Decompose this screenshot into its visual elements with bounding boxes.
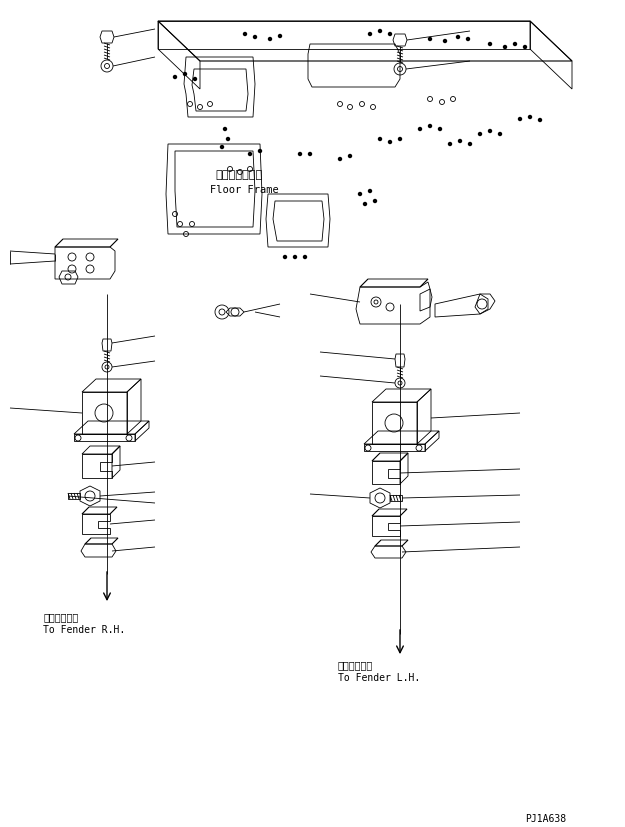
Circle shape [244,33,246,36]
Circle shape [449,143,451,146]
Circle shape [499,133,501,136]
Circle shape [439,128,441,131]
Circle shape [259,151,261,153]
Circle shape [374,200,376,203]
Text: To Fender L.H.: To Fender L.H. [338,672,420,682]
Bar [74,434,135,442]
Circle shape [444,41,446,44]
Circle shape [379,138,381,141]
Circle shape [304,256,306,259]
Circle shape [299,153,301,156]
Circle shape [479,133,481,136]
Circle shape [254,36,256,40]
Text: フェンダ右へ: フェンダ右へ [43,611,78,621]
Circle shape [524,46,526,50]
Circle shape [466,38,469,41]
Bar [82,393,127,434]
Text: フェンダ左へ: フェンダ左へ [338,659,373,669]
Circle shape [369,190,371,194]
Circle shape [174,76,176,79]
Circle shape [194,79,196,81]
Circle shape [226,138,229,141]
Circle shape [489,44,491,46]
Circle shape [294,256,296,259]
Circle shape [529,117,531,119]
Circle shape [221,146,224,150]
Text: フロアフレーム: フロアフレーム [215,170,262,179]
Circle shape [369,33,371,36]
Text: To Fender R.H.: To Fender R.H. [43,624,125,634]
Circle shape [519,118,521,122]
Circle shape [379,31,381,33]
Circle shape [224,128,226,131]
Circle shape [429,38,431,41]
Circle shape [279,36,281,38]
Circle shape [456,36,459,40]
Circle shape [504,46,506,50]
Circle shape [389,141,391,145]
Text: Floor Frame: Floor Frame [210,184,279,195]
Circle shape [349,155,351,158]
Circle shape [489,131,491,133]
Bar [364,444,425,452]
Circle shape [389,33,391,36]
Circle shape [459,141,461,143]
Circle shape [514,44,516,46]
Circle shape [539,119,541,122]
Bar [372,403,417,444]
Circle shape [249,153,251,156]
Circle shape [469,143,471,146]
Circle shape [364,203,366,206]
Circle shape [419,128,421,131]
Circle shape [269,38,271,41]
Circle shape [284,256,286,259]
Circle shape [399,138,401,141]
Circle shape [184,74,186,76]
Circle shape [359,194,361,196]
Text: PJ1A638: PJ1A638 [525,813,566,823]
Circle shape [339,158,341,161]
Circle shape [309,153,311,156]
Circle shape [429,126,431,128]
